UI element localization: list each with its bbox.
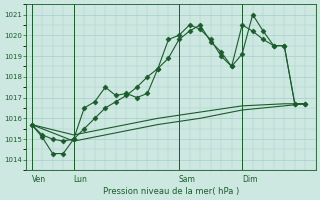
X-axis label: Pression niveau de la mer( hPa ): Pression niveau de la mer( hPa ) — [103, 187, 239, 196]
